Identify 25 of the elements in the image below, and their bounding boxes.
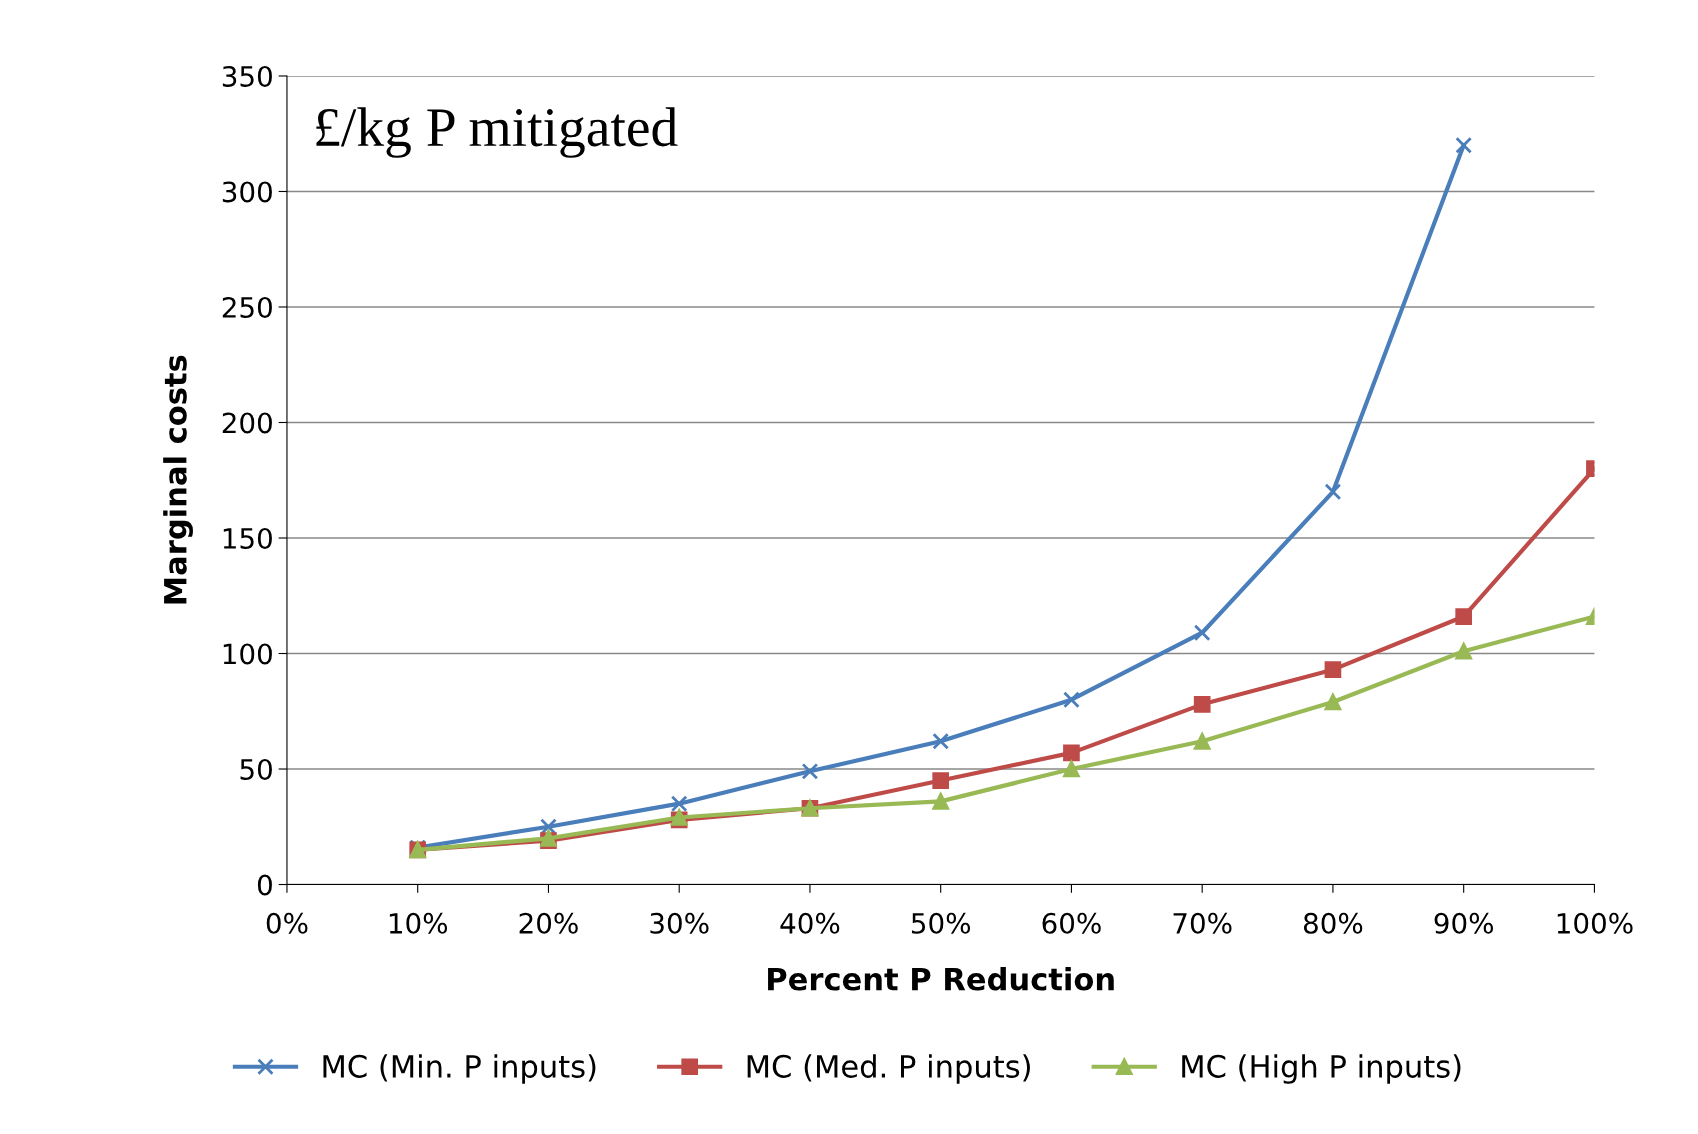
- x-tick-label: 50%: [911, 912, 971, 934]
- y-tick-label: 250: [222, 296, 272, 318]
- y-tick-label: 350: [222, 65, 272, 87]
- y-tick-label: 300: [222, 181, 272, 203]
- y-tick-label: 0: [257, 874, 272, 896]
- x-tick-label: 80%: [1303, 912, 1363, 934]
- x-tick-label: 0%: [266, 912, 308, 934]
- y-tick-label: 150: [223, 527, 272, 549]
- y-tick-label: 100: [223, 643, 272, 665]
- legend-label: MC (Min. P inputs): [323, 1054, 596, 1084]
- x-axis-title: Percent P Reduction: [768, 966, 1114, 991]
- x-tick-label: 90%: [1434, 912, 1494, 934]
- legend-label: MC (High P inputs): [1182, 1054, 1461, 1084]
- x-tick-label: 60%: [1042, 912, 1101, 934]
- x-tick-label: 70%: [1173, 912, 1232, 934]
- x-tick-label: 30%: [650, 912, 709, 934]
- legend-label: MC (Med. P inputs): [747, 1054, 1030, 1084]
- x-tick-label: 100%: [1557, 912, 1633, 934]
- x-tick-label: 20%: [519, 912, 578, 934]
- y-axis-title: Marginal costs: [163, 355, 193, 604]
- x-tick-label: 40%: [780, 912, 840, 934]
- annotation: £/kg P mitigated: [316, 107, 678, 158]
- y-tick-label: 50: [240, 758, 272, 780]
- x-tick-label: 10%: [389, 912, 448, 934]
- y-tick-label: 200: [222, 412, 272, 434]
